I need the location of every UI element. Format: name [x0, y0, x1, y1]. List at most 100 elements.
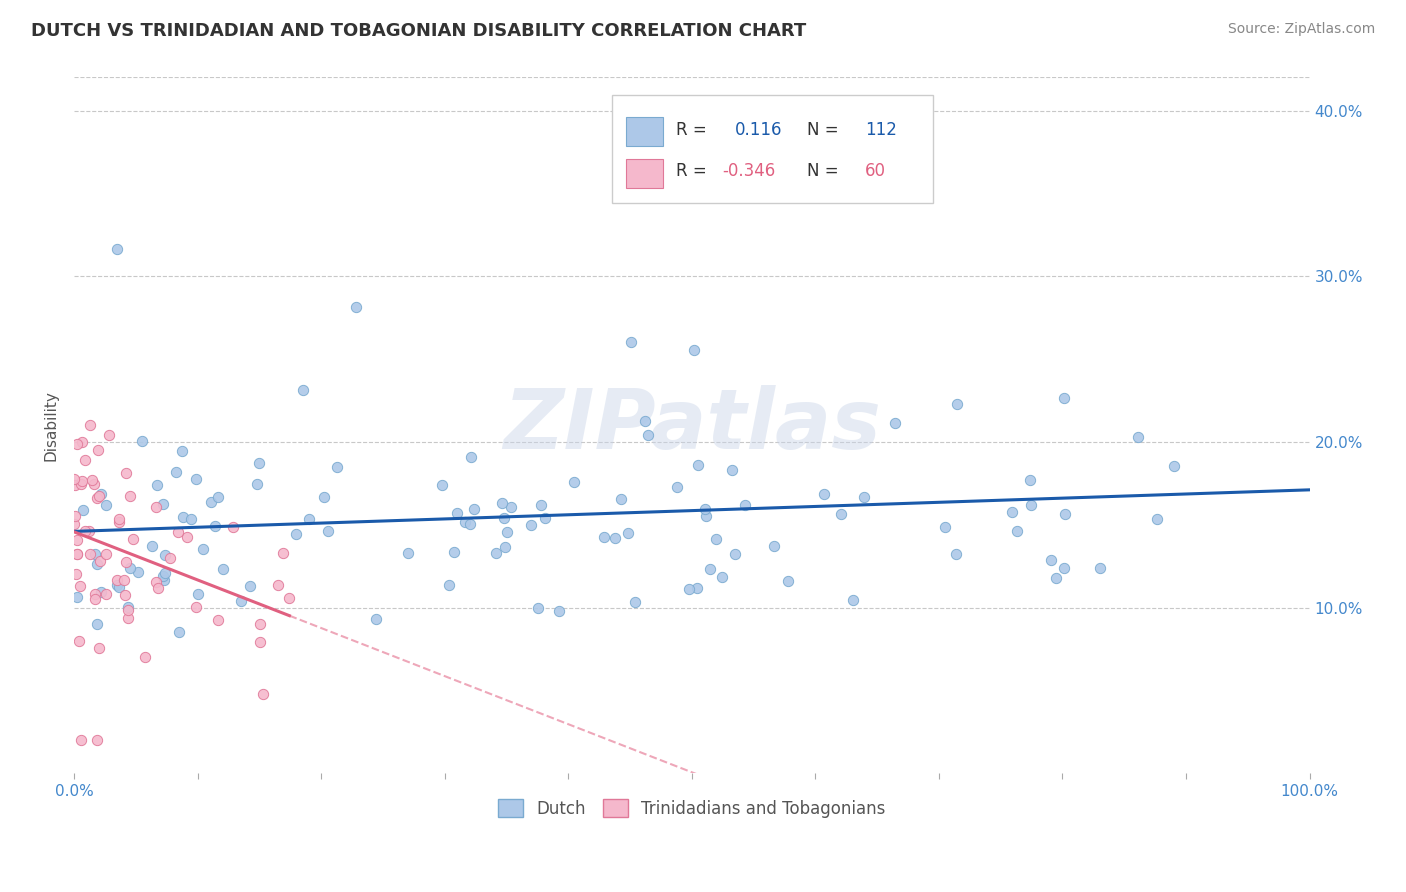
Point — [72, 503, 94, 517]
Point — [945, 547, 967, 561]
Point — [501, 500, 523, 514]
Point — [152, 569, 174, 583]
Point — [443, 545, 465, 559]
Point — [1019, 473, 1042, 487]
Point — [159, 550, 181, 565]
Point — [842, 593, 865, 607]
Point — [87, 641, 110, 656]
Point — [63, 472, 86, 486]
Legend: Dutch, Trinidadians and Tobagonians: Dutch, Trinidadians and Tobagonians — [492, 793, 891, 824]
Point — [212, 562, 235, 576]
Point — [207, 613, 229, 627]
Point — [108, 580, 131, 594]
Point — [108, 512, 131, 526]
Point — [90, 487, 112, 501]
Point — [721, 463, 744, 477]
Point — [167, 624, 190, 639]
Point — [120, 489, 142, 503]
Point — [491, 496, 513, 510]
Point — [1163, 458, 1185, 473]
Point — [686, 458, 709, 473]
Point — [603, 531, 626, 545]
Point — [63, 478, 86, 492]
Point — [165, 466, 187, 480]
Point — [70, 477, 93, 491]
Point — [97, 428, 120, 442]
Point — [620, 335, 643, 350]
Text: 60: 60 — [865, 162, 886, 180]
Point — [246, 476, 269, 491]
Point — [1045, 571, 1067, 585]
Point — [145, 575, 167, 590]
Point — [318, 524, 340, 538]
Point — [454, 515, 477, 529]
Point — [79, 418, 101, 433]
Point — [180, 512, 202, 526]
Point — [1088, 560, 1111, 574]
Point — [105, 242, 128, 256]
Point — [695, 509, 717, 524]
Point — [721, 188, 744, 202]
Text: DUTCH VS TRINIDADIAN AND TOBAGONIAN DISABILITY CORRELATION CHART: DUTCH VS TRINIDADIAN AND TOBAGONIAN DISA… — [31, 22, 806, 40]
Point — [853, 490, 876, 504]
Point — [326, 459, 349, 474]
Point — [437, 578, 460, 592]
Point — [115, 556, 138, 570]
Point — [776, 574, 799, 588]
Point — [146, 581, 169, 595]
Point — [63, 516, 86, 531]
Point — [1053, 561, 1076, 575]
Text: N =: N = — [807, 120, 838, 138]
Point — [191, 542, 214, 557]
Point — [121, 532, 143, 546]
Text: 0.116: 0.116 — [735, 120, 783, 138]
Point — [70, 435, 93, 450]
Point — [66, 547, 89, 561]
Point — [530, 498, 553, 512]
Point — [485, 545, 508, 559]
Point — [711, 570, 734, 584]
Point — [463, 502, 485, 516]
Point — [186, 600, 208, 615]
Point — [118, 561, 141, 575]
Point — [1019, 499, 1042, 513]
Point — [153, 566, 176, 580]
Point — [266, 578, 288, 592]
Point — [763, 539, 786, 553]
Point — [153, 574, 176, 588]
Text: R =: R = — [676, 120, 706, 138]
Point — [146, 478, 169, 492]
Point — [73, 524, 96, 538]
Point — [94, 498, 117, 512]
Point — [813, 487, 835, 501]
Point — [1007, 524, 1029, 538]
Point — [66, 533, 89, 548]
Point — [562, 475, 585, 490]
Point — [298, 511, 321, 525]
Point — [884, 416, 907, 430]
Text: R =: R = — [676, 162, 706, 180]
Point — [67, 633, 90, 648]
Point — [112, 573, 135, 587]
Point — [90, 585, 112, 599]
Point — [830, 508, 852, 522]
Point — [1040, 552, 1063, 566]
Point — [252, 687, 274, 701]
Point — [77, 524, 100, 539]
Point — [107, 577, 129, 591]
Point — [610, 491, 633, 506]
Point — [695, 502, 717, 516]
Point — [94, 587, 117, 601]
Point — [83, 547, 105, 561]
Point — [934, 519, 956, 533]
Point — [430, 478, 453, 492]
Point — [117, 611, 139, 625]
Point — [207, 490, 229, 504]
Point — [231, 593, 253, 607]
Point — [617, 526, 640, 541]
Y-axis label: Disability: Disability — [44, 390, 58, 461]
Point — [170, 444, 193, 458]
Text: Source: ZipAtlas.com: Source: ZipAtlas.com — [1227, 22, 1375, 37]
Point — [186, 587, 208, 601]
Bar — [626, 159, 664, 188]
